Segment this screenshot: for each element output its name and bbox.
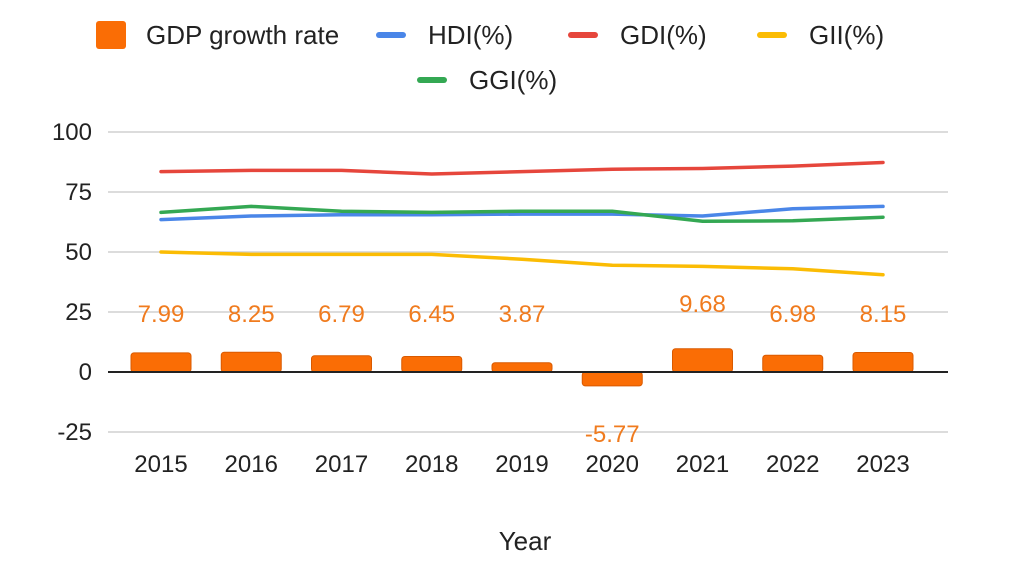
- series-line-hdi-: [159, 204, 885, 222]
- series-line-gdi-: [159, 160, 885, 176]
- data-labels: 7.99 8.25 6.79 6.45 3.87 -5.77 9.68 6.98 8.15: [138, 291, 907, 448]
- legend-item: GGI(%): [417, 65, 557, 95]
- x-tick-label: 2016: [225, 451, 278, 478]
- legend-label: GGI(%): [469, 65, 557, 95]
- x-tick-label: 2015: [134, 451, 187, 478]
- bar-2017: [311, 355, 372, 373]
- legend-label: GDI(%): [620, 20, 707, 50]
- bar-data-label: 7.99: [138, 301, 185, 328]
- bar-data-label: -5.77: [585, 421, 640, 448]
- bar-2019: [491, 362, 553, 373]
- bar-data-label: 6.79: [318, 301, 365, 328]
- legend-item: HDI(%): [376, 20, 513, 50]
- y-tick-label: -25: [57, 419, 92, 446]
- y-tick-label: 50: [65, 239, 92, 266]
- bar-data-label: 3.87: [499, 301, 546, 328]
- legend-swatch: [96, 21, 126, 49]
- legend-swatch: [376, 32, 406, 38]
- x-tick-label: 2022: [766, 451, 819, 478]
- x-tick-label: 2017: [315, 451, 368, 478]
- legend-item: GDP growth rate: [96, 20, 339, 50]
- y-axis: 100 75 50 25 0 -25: [52, 119, 92, 446]
- legend-swatch: [757, 32, 787, 38]
- y-tick-label: 25: [65, 299, 92, 326]
- x-tick-label: 2021: [676, 451, 729, 478]
- legend-label: GII(%): [809, 20, 884, 50]
- line-series: [159, 160, 885, 277]
- x-tick-label: 2020: [586, 451, 639, 478]
- bar-2023: [852, 351, 914, 373]
- legend-item: GDI(%): [568, 20, 707, 50]
- y-tick-label: 75: [65, 179, 92, 206]
- series-line-gii-: [159, 250, 885, 277]
- bar-2021: [672, 348, 733, 373]
- bar-data-label: 8.15: [860, 301, 907, 328]
- bar-2018: [401, 356, 463, 373]
- bar-series: [130, 348, 914, 387]
- legend-swatch: [417, 77, 447, 83]
- x-tick-label: 2018: [405, 451, 458, 478]
- series-line-ggi-: [159, 204, 885, 224]
- bar-data-label: 8.25: [228, 301, 275, 328]
- gridlines: [108, 131, 948, 433]
- bar-data-label: 9.68: [679, 291, 726, 318]
- x-tick-label: 2023: [856, 451, 909, 478]
- bar-2020: [581, 371, 643, 387]
- bar-data-label: 6.45: [408, 301, 455, 328]
- legend-swatch: [568, 32, 598, 38]
- y-tick-label: 0: [79, 359, 92, 386]
- legend-label: HDI(%): [428, 20, 513, 50]
- legend-label: GDP growth rate: [146, 20, 339, 50]
- x-tick-label: 2019: [495, 451, 548, 478]
- y-tick-label: 100: [52, 119, 92, 146]
- bar-2016: [220, 351, 282, 373]
- x-axis: 2015 2016 2017 2018 2019 2020 2021 2022 2023 Year: [134, 451, 909, 556]
- bar-data-label: 6.98: [769, 301, 816, 328]
- x-axis-title: Year: [499, 526, 552, 556]
- legend: GDP growth rate HDI(%) GDI(%) GII(%) GGI(%): [96, 20, 884, 95]
- bar-2015: [130, 352, 192, 373]
- bar-2022: [762, 354, 824, 373]
- legend-item: GII(%): [757, 20, 884, 50]
